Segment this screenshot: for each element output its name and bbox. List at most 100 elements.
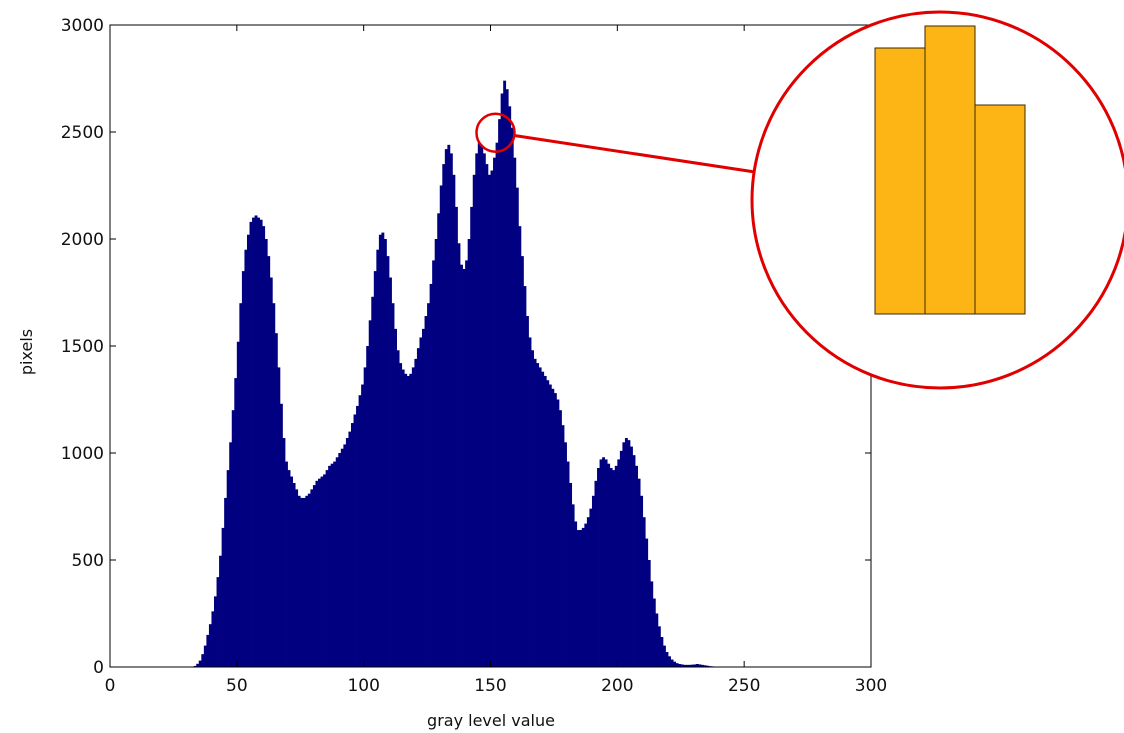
histogram-bar bbox=[333, 461, 337, 667]
histogram-bar bbox=[487, 174, 491, 668]
histogram-bar bbox=[454, 206, 458, 667]
histogram-bar bbox=[404, 373, 408, 667]
histogram-bar bbox=[597, 467, 600, 667]
histogram-bar bbox=[363, 367, 367, 667]
histogram-bar bbox=[548, 384, 552, 667]
histogram-bar bbox=[490, 170, 494, 667]
histogram-bar bbox=[523, 286, 527, 667]
x-tick-label: 150 bbox=[474, 676, 506, 696]
histogram-bar bbox=[515, 187, 519, 667]
histogram-bar bbox=[589, 508, 593, 667]
histogram-bar bbox=[386, 256, 390, 667]
histogram-bar bbox=[531, 350, 534, 667]
histogram-bar bbox=[312, 485, 316, 667]
histogram-bar bbox=[536, 363, 540, 667]
histogram-bar bbox=[391, 303, 395, 667]
histogram-bar bbox=[609, 467, 613, 667]
histogram-bar bbox=[244, 249, 248, 667]
histogram-bar bbox=[591, 495, 595, 667]
histogram-bar bbox=[259, 219, 263, 668]
histogram-bar bbox=[510, 127, 514, 668]
histogram-bar bbox=[500, 93, 504, 668]
histogram-bar bbox=[216, 577, 220, 667]
histogram-bar bbox=[614, 465, 618, 667]
histogram-bar bbox=[683, 664, 687, 667]
histogram-bar bbox=[206, 634, 210, 667]
histogram-bar bbox=[401, 369, 405, 667]
histogram-bar bbox=[520, 256, 524, 667]
histogram-bar bbox=[226, 470, 230, 667]
histogram-bar bbox=[353, 414, 357, 667]
histogram-bar bbox=[670, 659, 674, 667]
histogram-bar bbox=[282, 438, 286, 667]
histogram-bar bbox=[272, 303, 276, 667]
histogram-bar bbox=[678, 664, 682, 667]
histogram-bar bbox=[338, 453, 342, 667]
histogram-bar bbox=[262, 226, 266, 667]
histogram-bar bbox=[447, 144, 451, 668]
x-tick-label: 200 bbox=[601, 676, 633, 696]
histogram-bar bbox=[348, 431, 352, 667]
histogram-bar bbox=[376, 249, 380, 667]
histogram-bar bbox=[594, 480, 598, 667]
histogram-bar bbox=[688, 664, 692, 667]
histogram-bar bbox=[345, 438, 349, 667]
histogram-bar bbox=[586, 517, 590, 667]
histogram-bar bbox=[437, 213, 441, 667]
histogram-bar bbox=[449, 153, 453, 667]
histogram-bar bbox=[701, 664, 704, 667]
histogram-bar bbox=[277, 367, 281, 667]
histogram-bar bbox=[551, 388, 555, 667]
histogram-bar bbox=[198, 660, 202, 667]
y-axis-ticks: 0 500 1000 1500 2000 2500 3000 bbox=[61, 16, 871, 678]
histogram-bar bbox=[690, 664, 694, 667]
histogram-bar bbox=[396, 350, 400, 667]
histogram-bar bbox=[635, 465, 638, 667]
histogram-bar bbox=[221, 527, 225, 667]
histogram-bar bbox=[269, 277, 273, 667]
histogram-bar bbox=[558, 410, 562, 667]
histogram-bar bbox=[498, 119, 501, 667]
histogram-bar bbox=[439, 185, 443, 667]
zoom-callout bbox=[475, 10, 1124, 390]
histogram-bar bbox=[470, 206, 474, 667]
histogram-bar bbox=[305, 495, 309, 667]
histogram-bar bbox=[287, 470, 291, 667]
y-tick-label: 2000 bbox=[61, 230, 104, 250]
histogram-bar bbox=[328, 465, 332, 667]
histogram-bar bbox=[411, 367, 415, 667]
histogram-bar bbox=[566, 461, 570, 667]
histogram-bar bbox=[526, 316, 529, 667]
histogram-bar bbox=[323, 474, 326, 667]
y-axis-label: pixels bbox=[17, 329, 36, 375]
histogram-bar bbox=[617, 459, 621, 667]
histogram-bar bbox=[422, 328, 425, 667]
x-axis-label: gray level value bbox=[427, 711, 555, 730]
histogram-bar bbox=[361, 384, 365, 667]
histogram-bar bbox=[706, 665, 710, 667]
histogram-bar bbox=[602, 457, 605, 667]
histogram-bar bbox=[193, 665, 197, 667]
histogram-bar bbox=[219, 555, 222, 667]
zoom-inset-bar bbox=[974, 104, 1026, 315]
histogram-bar bbox=[274, 333, 278, 667]
histogram-bar bbox=[518, 226, 522, 667]
histogram-bar bbox=[662, 645, 666, 667]
histogram-bar bbox=[619, 450, 623, 667]
histogram-bar bbox=[285, 461, 288, 667]
histogram-bar bbox=[442, 164, 446, 667]
histogram-bar bbox=[493, 157, 496, 667]
histogram-bar bbox=[358, 395, 362, 667]
histogram-bar bbox=[373, 271, 377, 667]
histogram-bar bbox=[574, 521, 578, 667]
y-tick-label: 1000 bbox=[61, 444, 104, 464]
histogram-bar bbox=[239, 303, 243, 667]
histogram-bar bbox=[632, 455, 636, 667]
histogram-bar bbox=[264, 239, 268, 667]
histogram-bar bbox=[315, 480, 319, 667]
histogram-bar bbox=[642, 517, 646, 667]
histogram-bar bbox=[350, 423, 354, 667]
histogram-bar bbox=[564, 442, 567, 667]
histogram-bar bbox=[297, 495, 301, 667]
